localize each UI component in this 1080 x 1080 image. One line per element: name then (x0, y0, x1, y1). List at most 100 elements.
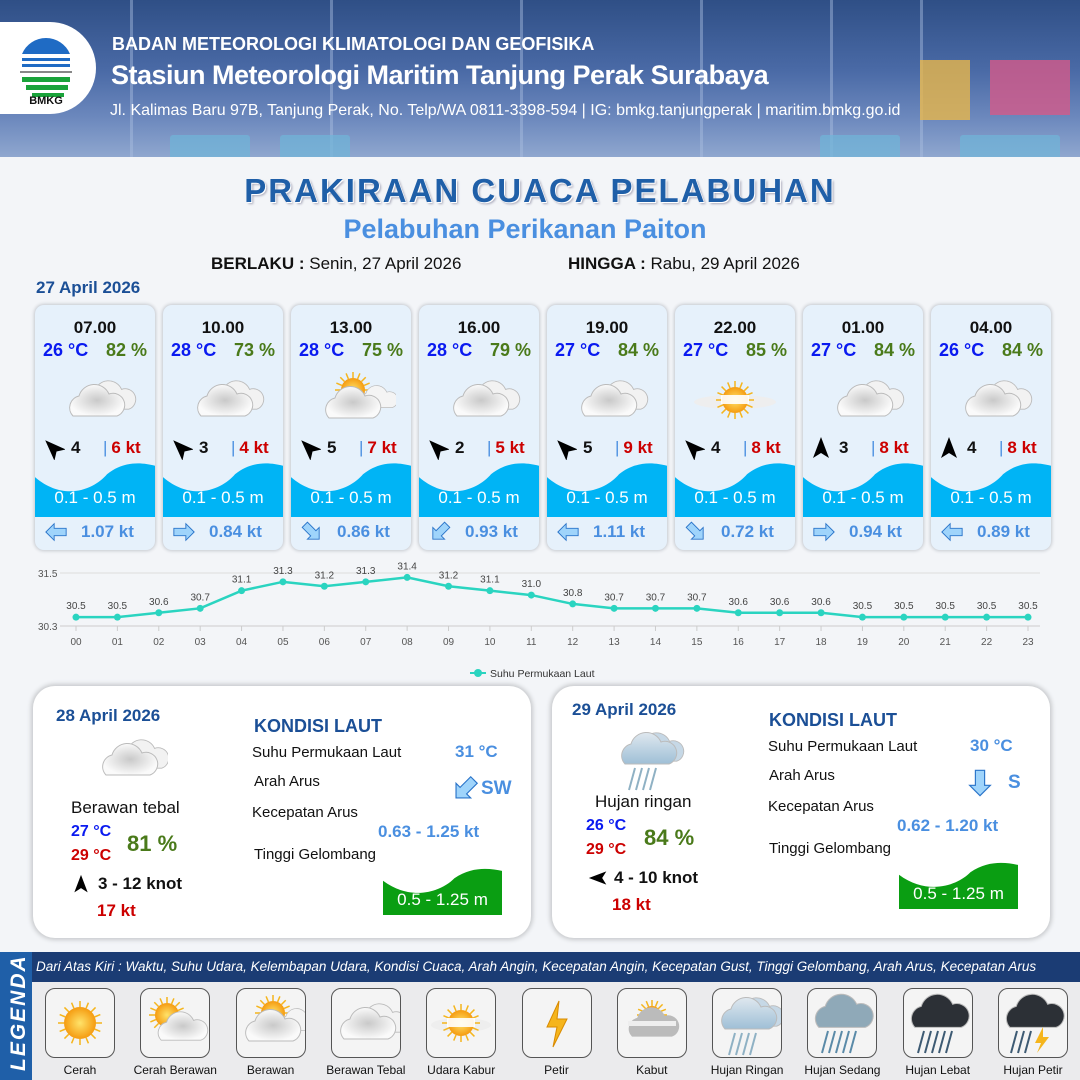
data-point (238, 587, 246, 595)
card-temperature: 28 °C (171, 340, 217, 360)
wind-direction-icon (169, 436, 194, 465)
current-dir-label: Arah Arus (254, 773, 320, 790)
card-time: 01.00 (841, 318, 885, 337)
card-wind-speed: 5 (583, 438, 593, 457)
sst-value: 30 °C (970, 736, 1013, 755)
legend-udara-kabur-icon (426, 988, 497, 1058)
data-point (941, 613, 949, 621)
card-wave-height: 0.1 - 0.5 m (310, 488, 392, 507)
data-point (320, 582, 328, 590)
data-point (569, 600, 577, 608)
sea-surface-temp-chart: 31.5 30.3 30.5 00 30.5 01 30.6 02 30.7 03 31.1 04 31… (38, 561, 1040, 680)
data-point (403, 573, 411, 581)
data-label: 31.1 (232, 575, 252, 586)
wind-direction-icon (425, 436, 450, 465)
logo-text: BMKG (29, 95, 63, 107)
forecast-card: 19.00 27 °C 84 % 5 9 kt 0.1 - 0.5 m 1.11… (547, 305, 667, 550)
card-wind: 3 8 kt (809, 436, 919, 460)
card-gust: 5 kt (487, 438, 524, 458)
data-label: 30.7 (646, 592, 666, 603)
legend-label: Hujan Petir (1003, 1063, 1063, 1077)
data-point (693, 604, 701, 612)
card-temperature: 26 °C (939, 340, 985, 360)
forecast-card: 16.00 28 °C 79 % 2 5 kt 0.1 - 0.5 m 0.93… (419, 305, 539, 550)
current-direction-icon (681, 520, 711, 549)
legend-berawan-tebal-icon (330, 988, 408, 1058)
card-gust: 4 kt (231, 438, 268, 458)
data-label: 30.5 (935, 601, 955, 612)
legend-label: Berawan (246, 1063, 295, 1077)
sea-condition-title: KONDISI LAUT (769, 710, 897, 730)
data-label: 30.5 (1018, 601, 1038, 612)
card-wave-height: 0.1 - 0.5 m (54, 488, 136, 507)
valid-from-label: BERLAKU : (211, 254, 305, 273)
data-point (72, 613, 80, 621)
data-label: 30.6 (770, 597, 790, 608)
card-current: 0.84 kt (169, 520, 279, 544)
day-summary-29: 29 April 2026 Hujan ringan 26 °C 29 °C 8… (552, 686, 1050, 938)
wind-direction-icon (937, 436, 961, 465)
day-temp-min: 26 °C (586, 817, 627, 834)
data-point (486, 587, 494, 595)
x-tick-label: 17 (774, 637, 786, 648)
card-humidity: 84 % (1001, 340, 1043, 360)
weather-berawan-tebal-icon (88, 734, 170, 789)
current-dir-label: Arah Arus (769, 767, 835, 784)
card-humidity: 82 % (105, 340, 147, 360)
legend-hujan-sedang-icon (807, 988, 878, 1058)
valid-to-value: Rabu, 29 April 2026 (650, 254, 800, 273)
day-temp-min: 27 °C (71, 823, 112, 840)
wave-height-label: Tinggi Gelombang (769, 840, 892, 857)
day1-date: 27 April 2026 (36, 278, 141, 297)
data-point (734, 609, 742, 617)
data-point (651, 604, 659, 612)
weather-berawan-tebal-icon (178, 365, 268, 435)
weather-hujan-ringan-icon (607, 722, 687, 799)
sst-label: Suhu Permukaan Laut (252, 744, 402, 761)
current-dir-value: S (1008, 772, 1021, 793)
org-name: BADAN METEOROLOGI KLIMATOLOGI DAN GEOFIS… (112, 34, 595, 54)
wave-graphic (803, 460, 923, 517)
data-point (610, 604, 618, 612)
data-label: 30.5 (108, 601, 128, 612)
day-wind: 4 - 10 knot (614, 868, 699, 887)
x-tick-label: 07 (360, 637, 372, 648)
x-tick-label: 23 (1022, 637, 1034, 648)
legend-petir-icon (521, 988, 592, 1058)
data-label: 30.7 (687, 592, 707, 603)
day-humidity: 84 % (644, 825, 695, 850)
data-label: 31.1 (480, 575, 500, 586)
forecast-card: 04.00 26 °C 84 % 4 8 kt 0.1 - 0.5 m 0.89… (931, 305, 1051, 550)
day-gust: 18 kt (612, 895, 651, 914)
data-label: 30.6 (149, 597, 169, 608)
legend-label: Suhu Permukaan Laut (490, 668, 595, 680)
data-label: 30.5 (894, 601, 914, 612)
card-humidity: 84 % (617, 340, 659, 360)
header-banner (0, 0, 1080, 157)
data-label: 31.4 (397, 561, 417, 572)
card-gust: 6 kt (103, 438, 140, 458)
current-direction-icon (965, 768, 995, 803)
day-condition: Berawan tebal (71, 798, 180, 817)
x-tick-label: 18 (815, 637, 827, 648)
wind-direction-icon (553, 436, 578, 465)
x-tick-label: 19 (857, 637, 869, 648)
weather-berawan-icon (306, 365, 399, 435)
legend-label: Berawan Tebal (326, 1063, 406, 1077)
legend-cerah-icon (45, 988, 115, 1058)
forecast-card: 10.00 28 °C 73 % 3 4 kt 0.1 - 0.5 m 0.84… (163, 305, 283, 550)
data-label: 31.3 (356, 566, 376, 577)
wave-graphic (547, 460, 667, 517)
card-wind: 5 9 kt (553, 436, 663, 461)
data-point (155, 609, 163, 617)
data-point (776, 609, 784, 617)
card-temperature: 27 °C (811, 340, 857, 360)
data-point (527, 591, 535, 599)
card-wind-speed: 2 (455, 438, 465, 457)
x-tick-label: 00 (70, 637, 82, 648)
current-direction-icon (297, 520, 327, 549)
wave-graphic (163, 460, 283, 517)
card-wave-height: 0.1 - 0.5 m (950, 488, 1032, 507)
card-time: 22.00 (713, 318, 757, 337)
x-tick-label: 14 (650, 637, 662, 648)
